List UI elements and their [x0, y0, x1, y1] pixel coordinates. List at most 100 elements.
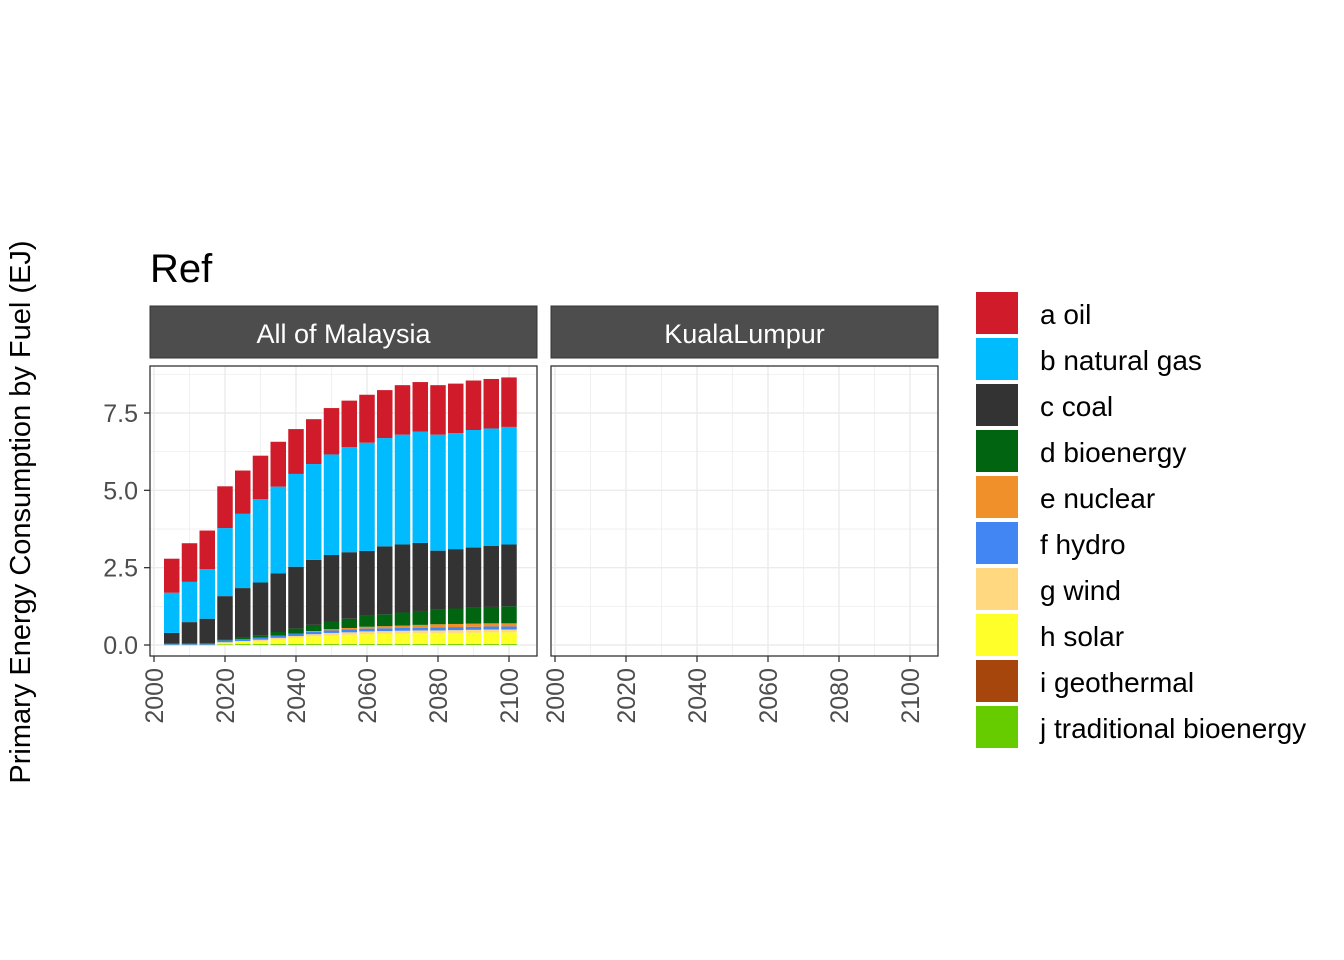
bar-segment — [465, 380, 482, 431]
bar-segment — [430, 434, 446, 551]
bar-segment — [412, 382, 428, 432]
bar-segment — [306, 419, 322, 465]
bar-segment — [306, 634, 322, 637]
bar-segment — [412, 633, 428, 645]
x-tick-label: 2080 — [425, 668, 453, 724]
bar-segment — [270, 632, 286, 636]
bar-segment — [235, 641, 251, 645]
bar-segment — [199, 569, 215, 619]
bar-segment — [252, 455, 269, 499]
legend-key — [976, 338, 1018, 380]
legend-label: c coal — [1040, 391, 1113, 422]
legend-label: j traditional bioenergy — [1039, 713, 1306, 744]
chart-title: Ref — [150, 247, 213, 291]
legend-key — [976, 522, 1018, 564]
bar-segment — [412, 630, 428, 634]
legend-label: a oil — [1040, 299, 1091, 330]
bar-segment — [412, 610, 428, 625]
legend-key — [976, 568, 1018, 610]
legend-key — [976, 706, 1018, 748]
bar-segment — [465, 629, 482, 633]
bar-segment — [288, 633, 304, 637]
bar-segment — [323, 629, 340, 631]
bar-segment — [465, 626, 482, 630]
bar-segment — [323, 408, 340, 455]
bar-segment — [235, 640, 251, 642]
bar-segment — [323, 635, 340, 645]
bar-segment — [341, 634, 357, 645]
y-tick-label: 5.0 — [103, 477, 138, 505]
bar-segment — [377, 628, 393, 632]
gridlines — [551, 366, 938, 656]
bar-segment — [235, 470, 251, 514]
bar-segment — [448, 623, 464, 628]
bar-segment — [288, 637, 304, 645]
bar-segment — [164, 558, 180, 593]
bar-segment — [181, 581, 198, 623]
bar-segment — [465, 547, 482, 608]
legend-label: d bioenergy — [1040, 437, 1186, 468]
bar-segment — [181, 622, 198, 644]
bar-segment — [501, 377, 517, 427]
bar-segment — [306, 464, 322, 560]
bar-segment — [483, 546, 499, 607]
bar-segment — [377, 633, 393, 645]
bar-segment — [181, 644, 198, 646]
bar-segment — [341, 618, 357, 628]
bar-segment — [323, 630, 340, 633]
bar-segment — [430, 627, 446, 631]
bar-segment — [181, 543, 198, 582]
bar-segment — [377, 390, 393, 439]
facet-label: All of Malaysia — [256, 319, 431, 349]
bar-segment — [430, 633, 446, 645]
bar-segment — [341, 629, 357, 633]
bar-segment — [448, 630, 464, 633]
bar-segment — [412, 624, 428, 628]
bar-segment — [448, 627, 464, 631]
x-tick-label: 2100 — [897, 668, 925, 724]
panel-border — [149, 365, 538, 657]
bar-segment — [483, 626, 499, 630]
bar-segment — [306, 631, 322, 635]
bar-segment — [341, 400, 357, 448]
bar-segment — [430, 385, 446, 435]
x-axis: 2000 2020 2040 2060 2080 2100 — [141, 656, 524, 724]
bar-segment — [501, 626, 517, 630]
bar-segment — [359, 626, 375, 629]
bar-segment — [306, 644, 322, 645]
bar-segment — [394, 612, 411, 626]
bar-segment — [323, 644, 340, 645]
bar-segment — [483, 632, 499, 645]
x-tick-label: 2040 — [684, 668, 712, 724]
bar-segment — [306, 559, 322, 625]
bar-segment — [394, 625, 411, 628]
bar-segment — [501, 629, 517, 633]
bar-segment — [501, 544, 517, 607]
bar-segment — [164, 644, 180, 646]
bar-segment — [341, 552, 357, 619]
legend-key — [976, 430, 1018, 472]
bar-segment — [501, 623, 517, 627]
bar-segment — [341, 644, 357, 645]
legend-label: f hydro — [1040, 529, 1126, 560]
bar-segment — [448, 433, 464, 550]
bar-segment — [377, 546, 393, 615]
bar-segment — [199, 643, 215, 645]
bar-segment — [412, 431, 428, 543]
panel-border — [550, 365, 939, 657]
bar-segment — [465, 607, 482, 624]
bar-segment — [394, 434, 411, 545]
bar-segment — [430, 644, 446, 645]
bar-segment — [394, 385, 411, 435]
bar-segment — [235, 588, 251, 638]
legend-label: g wind — [1040, 575, 1121, 606]
bar-segment — [164, 632, 180, 644]
legend-label: i geothermal — [1040, 667, 1194, 698]
x-axis: 2000 2020 2040 2060 2080 2100 — [542, 656, 925, 724]
x-tick-label: 2060 — [755, 668, 783, 724]
bar-segment — [217, 642, 233, 645]
legend-key — [976, 476, 1018, 518]
bar-segment — [394, 644, 411, 645]
bar-segment — [235, 644, 251, 645]
